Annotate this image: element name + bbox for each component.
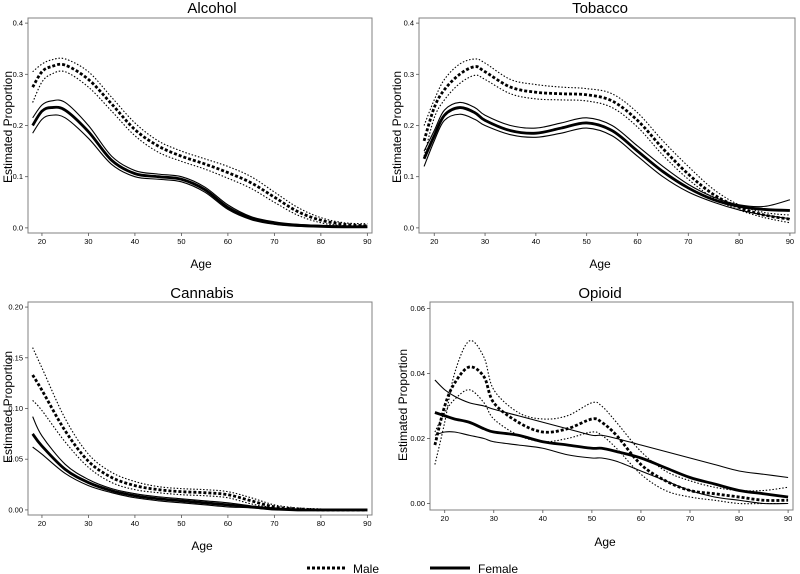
series-female-upper-line (423, 101, 791, 208)
panel-title: Alcohol (187, 0, 236, 17)
x-tick-label: 70 (686, 514, 694, 523)
x-tick-label: 70 (270, 519, 278, 528)
plot-frame (429, 301, 794, 511)
panel-tobacco: Tobacco Estimated Proportion Age (390, 0, 796, 271)
x-tick-label: 50 (588, 514, 596, 523)
y-tick-label: 0.02 (410, 434, 425, 443)
series-male-upper-line (434, 340, 789, 492)
y-tick-label: 0.4 (404, 19, 414, 28)
x-tick-label: 30 (84, 519, 92, 528)
y-tick-label: 0.4 (13, 19, 23, 28)
y-axis-label: Estimated Proportion (1, 351, 15, 463)
x-tick-label: 30 (481, 237, 489, 246)
panel-cannabis: Cannabis Estimated Proportion Age (1, 285, 373, 553)
series-female-upper-line (434, 379, 789, 479)
x-tick-label: 40 (131, 237, 139, 246)
x-tick-label: 70 (684, 237, 692, 246)
y-tick-label: 0.06 (410, 304, 425, 313)
x-tick-label: 80 (317, 237, 325, 246)
x-tick-label: 20 (430, 237, 438, 246)
x-tick-label: 50 (177, 519, 185, 528)
x-tick-label: 80 (317, 519, 325, 528)
y-tick-label: 0.3 (404, 70, 414, 79)
plot-frame (418, 17, 796, 234)
series-female-estimate-line (434, 411, 789, 499)
x-axis-label: Age (589, 257, 611, 271)
y-axis-label: Estimated Proportion (1, 71, 15, 183)
series-male-upper-line (32, 347, 368, 511)
series-male-lower-line (32, 70, 368, 228)
y-tick-label: 0.05 (8, 455, 23, 464)
x-tick-label: 20 (38, 237, 46, 246)
x-tick-label: 30 (490, 514, 498, 523)
y-axis-label: Estimated Proportion (390, 71, 404, 183)
plot-frame (27, 301, 373, 516)
x-tick-label: 90 (786, 237, 794, 246)
series-male-estimate-line (31, 62, 368, 228)
y-tick-label: 0.00 (410, 499, 425, 508)
x-tick-label: 40 (532, 237, 540, 246)
series-male-lower-line (434, 389, 789, 505)
legend: Male Female (307, 562, 518, 574)
panel-title: Tobacco (572, 0, 628, 17)
y-tick-label: 0.3 (13, 70, 23, 79)
series-female-lower-line (434, 431, 789, 505)
series-female-estimate-line (31, 105, 368, 229)
y-tick-label: 0.0 (13, 223, 23, 232)
x-tick-label: 60 (224, 519, 232, 528)
legend-label-male: Male (353, 562, 379, 574)
x-tick-label: 60 (224, 237, 232, 246)
series-female-lower-line (32, 114, 368, 228)
y-tick-label: 0.04 (410, 369, 425, 378)
x-tick-label: 60 (633, 237, 641, 246)
panel-title: Cannabis (170, 285, 233, 302)
y-tick-label: 0.2 (404, 121, 414, 130)
y-tick-label: 0.00 (8, 505, 23, 514)
x-tick-label: 30 (84, 237, 92, 246)
series-female-lower-line (32, 446, 368, 511)
plot-frame (27, 17, 373, 234)
x-tick-label: 20 (38, 519, 46, 528)
x-tick-label: 40 (131, 519, 139, 528)
x-tick-label: 90 (363, 519, 371, 528)
panel-alcohol: Alcohol Estimated Proportion Age (1, 0, 373, 271)
x-tick-label: 90 (363, 237, 371, 246)
x-tick-label: 50 (583, 237, 591, 246)
x-tick-label: 20 (441, 514, 449, 523)
legend-label-female: Female (478, 562, 518, 574)
x-tick-label: 80 (735, 237, 743, 246)
y-tick-label: 0.15 (8, 353, 23, 362)
x-tick-label: 70 (270, 237, 278, 246)
x-tick-label: 80 (735, 514, 743, 523)
panel-title: Opioid (578, 285, 621, 302)
chart-marks-tobacco: 0.0 0.1 0.2 0.3 0.4 20 30 40 50 60 70 80 90 (404, 19, 795, 246)
chart-marks-opioid: 0.00 0.02 0.04 0.06 20 30 40 50 60 70 80 90 (410, 304, 792, 523)
chart-marks-cannabis: 0.00 0.05 0.10 0.15 0.20 20 30 40 50 60 70 80 90 (8, 303, 371, 528)
x-tick-label: 90 (784, 514, 792, 523)
series-female-estimate-line (31, 433, 368, 512)
series-male-estimate-line (422, 65, 791, 221)
y-tick-label: 0.1 (404, 172, 414, 181)
y-axis-label: Estimated Proportion (396, 349, 410, 461)
x-tick-label: 50 (177, 237, 185, 246)
series-female-lower-line (423, 113, 790, 220)
x-axis-label: Age (190, 257, 212, 271)
y-tick-label: 0.2 (13, 121, 23, 130)
y-tick-label: 0.0 (404, 223, 414, 232)
y-tick-label: 0.1 (13, 172, 23, 181)
series-female-estimate-line (422, 106, 790, 212)
x-tick-label: 60 (637, 514, 645, 523)
x-tick-label: 40 (539, 514, 547, 523)
panel-opioid: Opioid Estimated Proportion Age (396, 285, 794, 549)
series-male-upper-line (32, 57, 368, 225)
x-axis-label: Age (594, 535, 616, 549)
series-male-upper-line (423, 58, 790, 216)
y-tick-label: 0.20 (8, 303, 23, 312)
chart-marks-alcohol: 0.0 0.1 0.2 0.3 0.4 20 30 40 50 60 70 80 90 (13, 19, 372, 246)
series-male-estimate-line (433, 365, 789, 502)
x-axis-label: Age (191, 539, 213, 553)
y-tick-label: 0.10 (8, 404, 23, 413)
